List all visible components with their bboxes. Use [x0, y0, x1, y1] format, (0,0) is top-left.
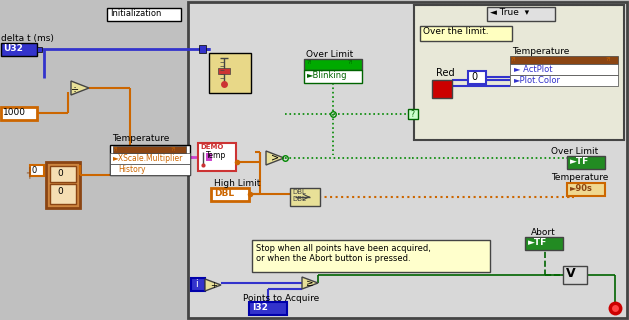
Bar — [567, 183, 605, 196]
Text: >: > — [271, 153, 279, 163]
Bar — [218, 68, 230, 74]
Text: V: V — [566, 267, 576, 280]
Bar — [107, 8, 181, 21]
Bar — [468, 71, 486, 84]
Text: Temperature: Temperature — [551, 173, 608, 182]
Bar — [110, 145, 190, 175]
Bar — [408, 109, 418, 119]
Text: Points to Acquire: Points to Acquire — [243, 294, 320, 303]
Bar — [37, 47, 42, 52]
Bar — [290, 188, 320, 206]
Text: U32: U32 — [3, 44, 23, 53]
Text: Over the limit.: Over the limit. — [423, 27, 489, 36]
Text: ?!: ?! — [606, 57, 612, 62]
Text: DBL: DBL — [292, 196, 306, 202]
Text: ?!: ?! — [307, 60, 313, 65]
Text: Stop when all points have been acquired,: Stop when all points have been acquired, — [256, 244, 431, 253]
Text: Abort: Abort — [531, 228, 556, 237]
Text: High Limit: High Limit — [214, 179, 260, 188]
Bar — [46, 162, 80, 208]
Text: i: i — [194, 279, 198, 289]
Text: DBL: DBL — [292, 189, 306, 195]
Bar — [304, 59, 362, 70]
Text: 1000: 1000 — [3, 108, 26, 117]
Text: 0: 0 — [57, 169, 63, 178]
Text: ?: ? — [410, 110, 414, 119]
Text: ≥: ≥ — [305, 279, 313, 288]
Bar — [50, 184, 76, 204]
Bar — [199, 45, 206, 53]
Text: ►Blinking: ►Blinking — [307, 71, 347, 80]
Bar — [30, 165, 44, 176]
Text: ?!: ?! — [348, 60, 354, 65]
Bar — [209, 53, 251, 93]
Polygon shape — [71, 81, 89, 95]
Bar — [252, 240, 490, 272]
Text: ┤: ┤ — [26, 166, 32, 178]
Bar — [563, 266, 587, 284]
Text: +: + — [210, 281, 217, 290]
Bar — [567, 156, 605, 169]
Bar — [191, 278, 205, 291]
Bar — [510, 75, 618, 86]
Text: ?!: ?! — [171, 147, 177, 152]
Bar — [432, 80, 452, 98]
Bar — [525, 237, 563, 250]
Bar — [1, 43, 37, 56]
Bar — [304, 70, 362, 83]
Bar — [510, 64, 618, 75]
Bar — [110, 153, 190, 164]
Text: ► ActPlot: ► ActPlot — [514, 65, 552, 74]
Text: ?!: ?! — [113, 147, 119, 152]
Text: Temp: Temp — [206, 151, 226, 160]
Bar — [510, 56, 618, 64]
Text: ►90s: ►90s — [570, 184, 593, 193]
Text: 0: 0 — [471, 72, 477, 82]
Bar — [414, 5, 624, 140]
Bar — [249, 302, 287, 315]
Text: DEMO: DEMO — [200, 144, 223, 150]
Text: ?!: ?! — [511, 57, 517, 62]
Polygon shape — [205, 279, 221, 291]
Bar — [487, 7, 555, 21]
Bar — [198, 143, 236, 171]
Text: 0: 0 — [57, 187, 63, 196]
Text: Initialization: Initialization — [110, 9, 162, 18]
Text: Over Limit: Over Limit — [306, 50, 353, 59]
Text: Temperature: Temperature — [112, 134, 169, 143]
Text: Over Limit: Over Limit — [551, 147, 598, 156]
Polygon shape — [302, 277, 318, 289]
Text: I32: I32 — [252, 303, 268, 312]
Bar — [211, 188, 249, 201]
Text: ◄ True  ▾: ◄ True ▾ — [490, 8, 529, 17]
Text: ÷: ÷ — [71, 84, 79, 94]
Bar — [420, 26, 512, 41]
Text: Red: Red — [436, 68, 455, 78]
Bar — [206, 153, 212, 161]
Text: ►Plot.Color: ►Plot.Color — [514, 76, 561, 85]
Text: ►TF: ►TF — [528, 238, 547, 247]
Text: History: History — [118, 165, 145, 174]
Bar — [188, 2, 627, 318]
Bar — [50, 166, 76, 182]
Bar — [110, 164, 190, 175]
Text: or when the Abort button is pressed.: or when the Abort button is pressed. — [256, 254, 411, 263]
Text: delta t (ms): delta t (ms) — [1, 34, 54, 43]
Text: Temperature: Temperature — [512, 47, 569, 56]
Text: ►TF: ►TF — [570, 157, 589, 166]
Text: 0: 0 — [32, 166, 37, 175]
Text: ►XScale.Multiplier: ►XScale.Multiplier — [113, 154, 184, 163]
Bar — [1, 107, 37, 120]
Polygon shape — [266, 151, 284, 165]
Text: DBL: DBL — [214, 189, 234, 198]
Bar — [113, 146, 186, 153]
